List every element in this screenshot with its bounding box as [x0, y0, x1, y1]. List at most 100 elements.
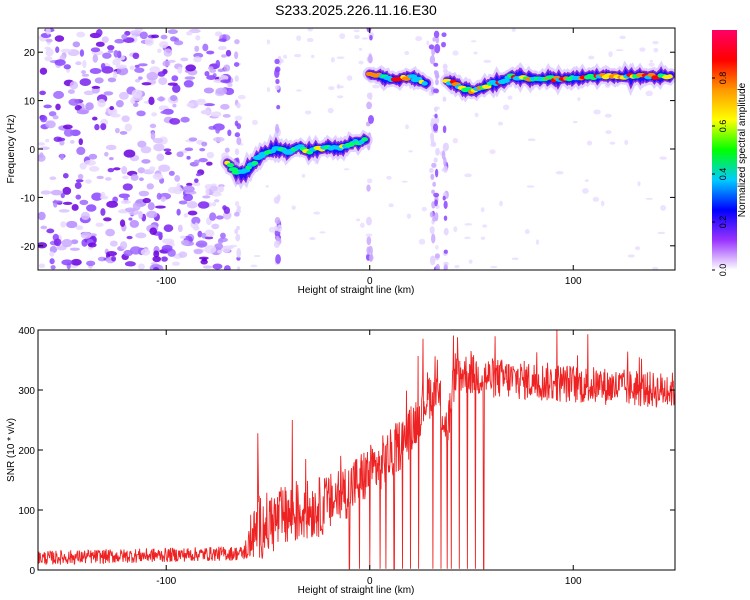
noise-blob	[147, 202, 155, 211]
y-tick-label: 100	[18, 506, 35, 517]
noise-blob	[53, 238, 62, 247]
noise-blob	[199, 147, 206, 152]
noise-blob	[577, 97, 581, 102]
noise-blob	[103, 217, 112, 222]
noise-blob	[40, 225, 48, 230]
noise-blob	[212, 263, 223, 270]
streak-blob	[236, 225, 240, 231]
noise-blob	[128, 217, 133, 221]
streak-blob	[434, 113, 438, 119]
noise-blob	[511, 257, 519, 261]
streak-blob	[434, 199, 438, 207]
noise-blob	[138, 210, 143, 220]
noise-blob	[129, 65, 135, 71]
noise-blob	[79, 49, 85, 57]
noise-blob	[62, 172, 69, 179]
noise-blob	[109, 240, 118, 247]
noise-blob	[195, 35, 201, 41]
noise-blob	[158, 164, 171, 172]
noise-blob	[134, 67, 145, 73]
noise-blob	[221, 54, 227, 58]
noise-blob	[59, 140, 65, 146]
noise-blob	[404, 50, 410, 56]
noise-blob	[119, 241, 128, 250]
noise-blob	[265, 185, 269, 188]
noise-blob	[85, 204, 97, 212]
noise-blob	[70, 139, 75, 144]
noise-blob	[197, 230, 203, 238]
noise-blob	[194, 222, 199, 230]
streak-blob	[429, 255, 436, 266]
noise-blob	[151, 34, 160, 39]
noise-blob	[201, 232, 207, 239]
noise-blob	[162, 60, 171, 67]
noise-blob	[124, 123, 133, 132]
noise-blob	[88, 153, 98, 160]
noise-blob	[600, 200, 605, 207]
noise-blob	[152, 255, 162, 263]
noise-blob	[291, 205, 296, 210]
noise-blob	[173, 40, 184, 46]
x-tick-label: 100	[565, 576, 582, 587]
noise-blob	[648, 62, 655, 67]
streak-blob	[442, 63, 448, 70]
noise-blob	[122, 175, 130, 180]
noise-blob	[339, 33, 346, 40]
noise-blob	[184, 76, 196, 80]
streak-blob	[433, 192, 440, 198]
streak-blob	[433, 157, 438, 163]
noise-blob	[197, 201, 210, 209]
noise-blob	[659, 156, 668, 160]
noise-blob	[81, 73, 90, 77]
streak-blob	[234, 39, 240, 45]
colorbar-tick-label: 0.0	[718, 264, 728, 277]
noise-blob	[95, 222, 104, 227]
noise-blob	[80, 211, 90, 221]
noise-blob	[336, 83, 341, 90]
noise-blob	[217, 45, 227, 51]
streak-blob	[429, 211, 434, 218]
noise-blob	[142, 197, 151, 204]
streak-blob	[443, 264, 448, 270]
noise-blob	[188, 137, 198, 142]
y-tick-label: 0	[29, 145, 35, 156]
noise-blob	[176, 182, 181, 191]
noise-blob	[119, 130, 128, 135]
ridge-hotspot	[666, 74, 673, 79]
noise-blob	[426, 40, 430, 46]
noise-blob	[79, 199, 89, 206]
noise-blob	[227, 129, 232, 137]
noise-blob	[52, 115, 59, 120]
noise-blob	[160, 34, 168, 40]
noise-blob	[159, 41, 169, 49]
snr-y-ticks: 0 100 200 300 400	[18, 326, 675, 577]
noise-blob	[183, 80, 194, 88]
noise-blob	[186, 31, 193, 36]
noise-blob	[79, 162, 87, 170]
noise-blob	[60, 48, 72, 53]
noise-blob	[358, 47, 363, 51]
x-tick-label: 100	[565, 276, 582, 287]
noise-blob	[211, 201, 217, 207]
noise-blob	[60, 221, 67, 228]
noise-blob	[130, 173, 139, 181]
noise-blob	[406, 213, 412, 219]
noise-blob	[68, 98, 80, 106]
noise-blob	[163, 148, 172, 152]
noise-blob	[401, 180, 408, 183]
noise-blob	[95, 41, 105, 47]
streak-blob	[275, 254, 281, 264]
noise-blob	[346, 75, 353, 81]
noise-blob	[45, 28, 51, 35]
noise-blob	[588, 55, 595, 60]
noise-blob	[187, 210, 198, 216]
ridge-hotspot	[251, 160, 259, 166]
noise-blob	[212, 136, 225, 142]
noise-blob	[119, 219, 126, 227]
streak-blob	[234, 132, 241, 138]
streak-blob	[273, 240, 280, 248]
noise-blob	[250, 264, 258, 268]
noise-blob	[527, 138, 536, 142]
noise-blob	[146, 183, 154, 190]
noise-blob	[206, 50, 215, 55]
